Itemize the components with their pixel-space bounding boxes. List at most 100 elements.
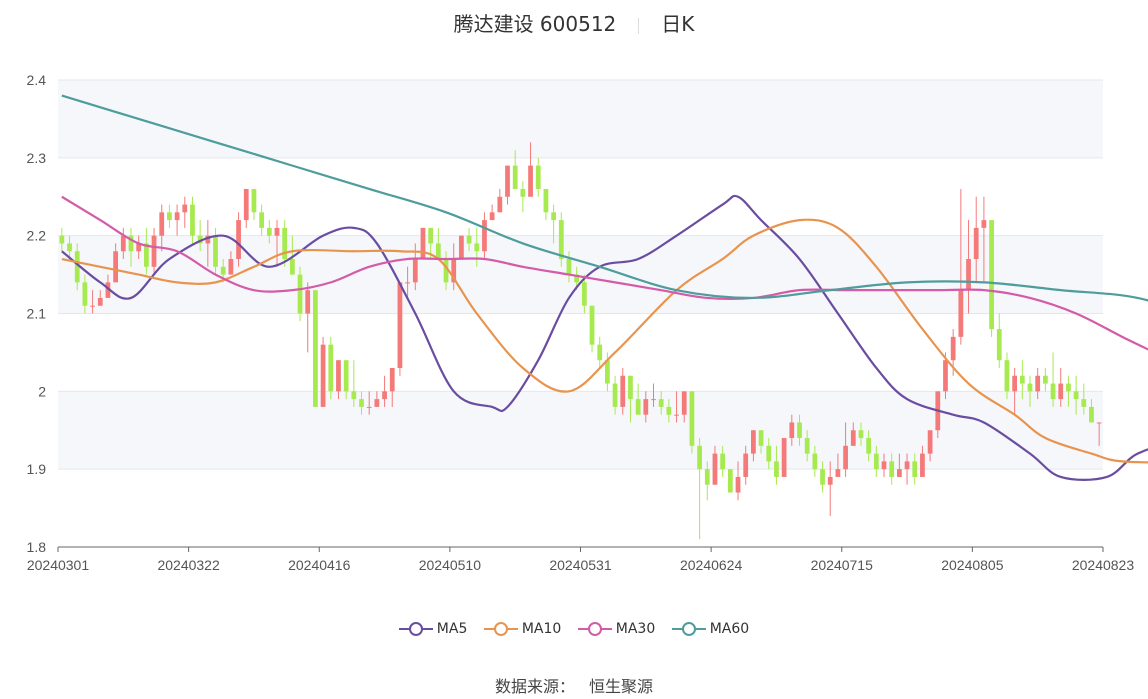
candle-body	[920, 453, 925, 477]
candle-body	[1089, 406, 1094, 423]
candle-body	[981, 220, 987, 228]
candle-body	[459, 235, 464, 260]
candle-body	[443, 259, 449, 283]
source-label: 数据来源：	[494, 677, 575, 696]
candle-body	[589, 305, 595, 345]
candle-body	[866, 438, 872, 454]
candle-body	[359, 399, 364, 407]
candle-body	[174, 212, 180, 221]
x-tick-label: 20240416	[288, 557, 351, 573]
candle-body	[274, 227, 280, 236]
candle-body	[858, 430, 864, 439]
candle-body	[904, 461, 910, 470]
candle-body	[558, 220, 564, 260]
series-line-ma30	[61, 195, 1148, 351]
candle-body	[90, 305, 95, 307]
candle-body	[74, 251, 80, 283]
candle-body	[1012, 375, 1018, 392]
y-tick-label: 2.4	[27, 72, 47, 88]
candle-body	[382, 391, 387, 400]
candle-body	[674, 414, 679, 416]
series-line-ma5	[61, 194, 1148, 481]
candle-body	[789, 422, 795, 439]
candle-body	[835, 469, 841, 477]
source-name: 恒生聚源	[589, 677, 654, 696]
candle-body	[305, 290, 311, 314]
candle-body	[512, 165, 518, 189]
candle-body	[1058, 383, 1064, 400]
legend-ma5-icon	[398, 622, 433, 636]
candle-body	[190, 204, 195, 236]
candle-body	[727, 469, 733, 493]
candle-body	[1066, 383, 1071, 392]
y-tick-label: 1.9	[27, 461, 47, 477]
candle-body	[143, 243, 149, 267]
candle-body	[259, 212, 265, 228]
candle-body	[505, 165, 510, 197]
candle-body	[428, 227, 434, 244]
x-tick-label: 20240531	[549, 557, 612, 573]
candle-body	[689, 391, 695, 446]
candle-body	[850, 430, 856, 446]
legend-label: MA30	[615, 621, 656, 637]
grid-band	[58, 80, 1103, 158]
candle-body	[213, 235, 218, 267]
candle-body	[482, 220, 487, 252]
candle-body	[812, 453, 818, 470]
candle-body	[804, 438, 810, 454]
x-tick-label: 20240322	[157, 557, 220, 573]
candle-body	[612, 383, 618, 407]
candle-body	[336, 360, 341, 392]
candle-body	[827, 476, 833, 485]
candle-body	[1042, 375, 1048, 384]
legend-item-ma5[interactable]: MA5	[398, 621, 467, 637]
candle-body	[535, 165, 541, 189]
y-tick-label: 1.8	[27, 539, 47, 555]
legend-label: MA10	[521, 621, 562, 637]
candle-body	[881, 461, 887, 470]
grid-band	[58, 391, 1103, 470]
candle-body	[82, 282, 88, 306]
candle-body	[59, 235, 65, 244]
candle-body	[420, 227, 426, 260]
candle-body	[973, 227, 979, 260]
candle-body	[643, 399, 649, 415]
candle-body	[451, 259, 457, 283]
y-tick-label: 2.1	[27, 306, 47, 322]
candle-body	[720, 453, 726, 470]
candle-body	[251, 188, 257, 213]
candle-body	[666, 406, 672, 415]
legend-item-ma60[interactable]: MA60	[671, 621, 750, 637]
candle-body	[704, 469, 710, 485]
candle-body	[128, 235, 134, 252]
candle-body	[620, 375, 626, 407]
candle-body	[328, 344, 334, 392]
candle-body	[958, 290, 964, 337]
candle-body	[543, 188, 549, 213]
candle-body	[873, 453, 879, 470]
legend: MA5 MA10 MA30 MA60	[0, 621, 1148, 637]
candle-body	[220, 266, 226, 275]
candle-body	[1019, 375, 1025, 384]
x-tick-label: 20240301	[27, 557, 90, 573]
candle-body	[966, 259, 971, 291]
candle-body	[182, 204, 188, 213]
candle-body	[474, 243, 480, 252]
candle-body	[351, 391, 357, 400]
candle-body	[97, 297, 103, 306]
candle-body	[282, 227, 288, 260]
candle-body	[435, 243, 441, 260]
candle-body	[120, 235, 126, 252]
legend-ma10-icon	[483, 622, 518, 636]
candle-body	[896, 469, 902, 477]
x-tick-label: 20240805	[941, 557, 1004, 573]
y-tick-label: 2	[38, 383, 46, 399]
candle-body	[313, 290, 318, 407]
legend-label: MA60	[709, 621, 750, 637]
legend-item-ma30[interactable]: MA30	[577, 621, 656, 637]
x-tick-label: 20240510	[419, 557, 482, 573]
x-tick-label: 20240624	[680, 557, 743, 573]
candle-body	[320, 344, 326, 407]
candle-body	[374, 399, 380, 407]
legend-item-ma10[interactable]: MA10	[483, 621, 562, 637]
